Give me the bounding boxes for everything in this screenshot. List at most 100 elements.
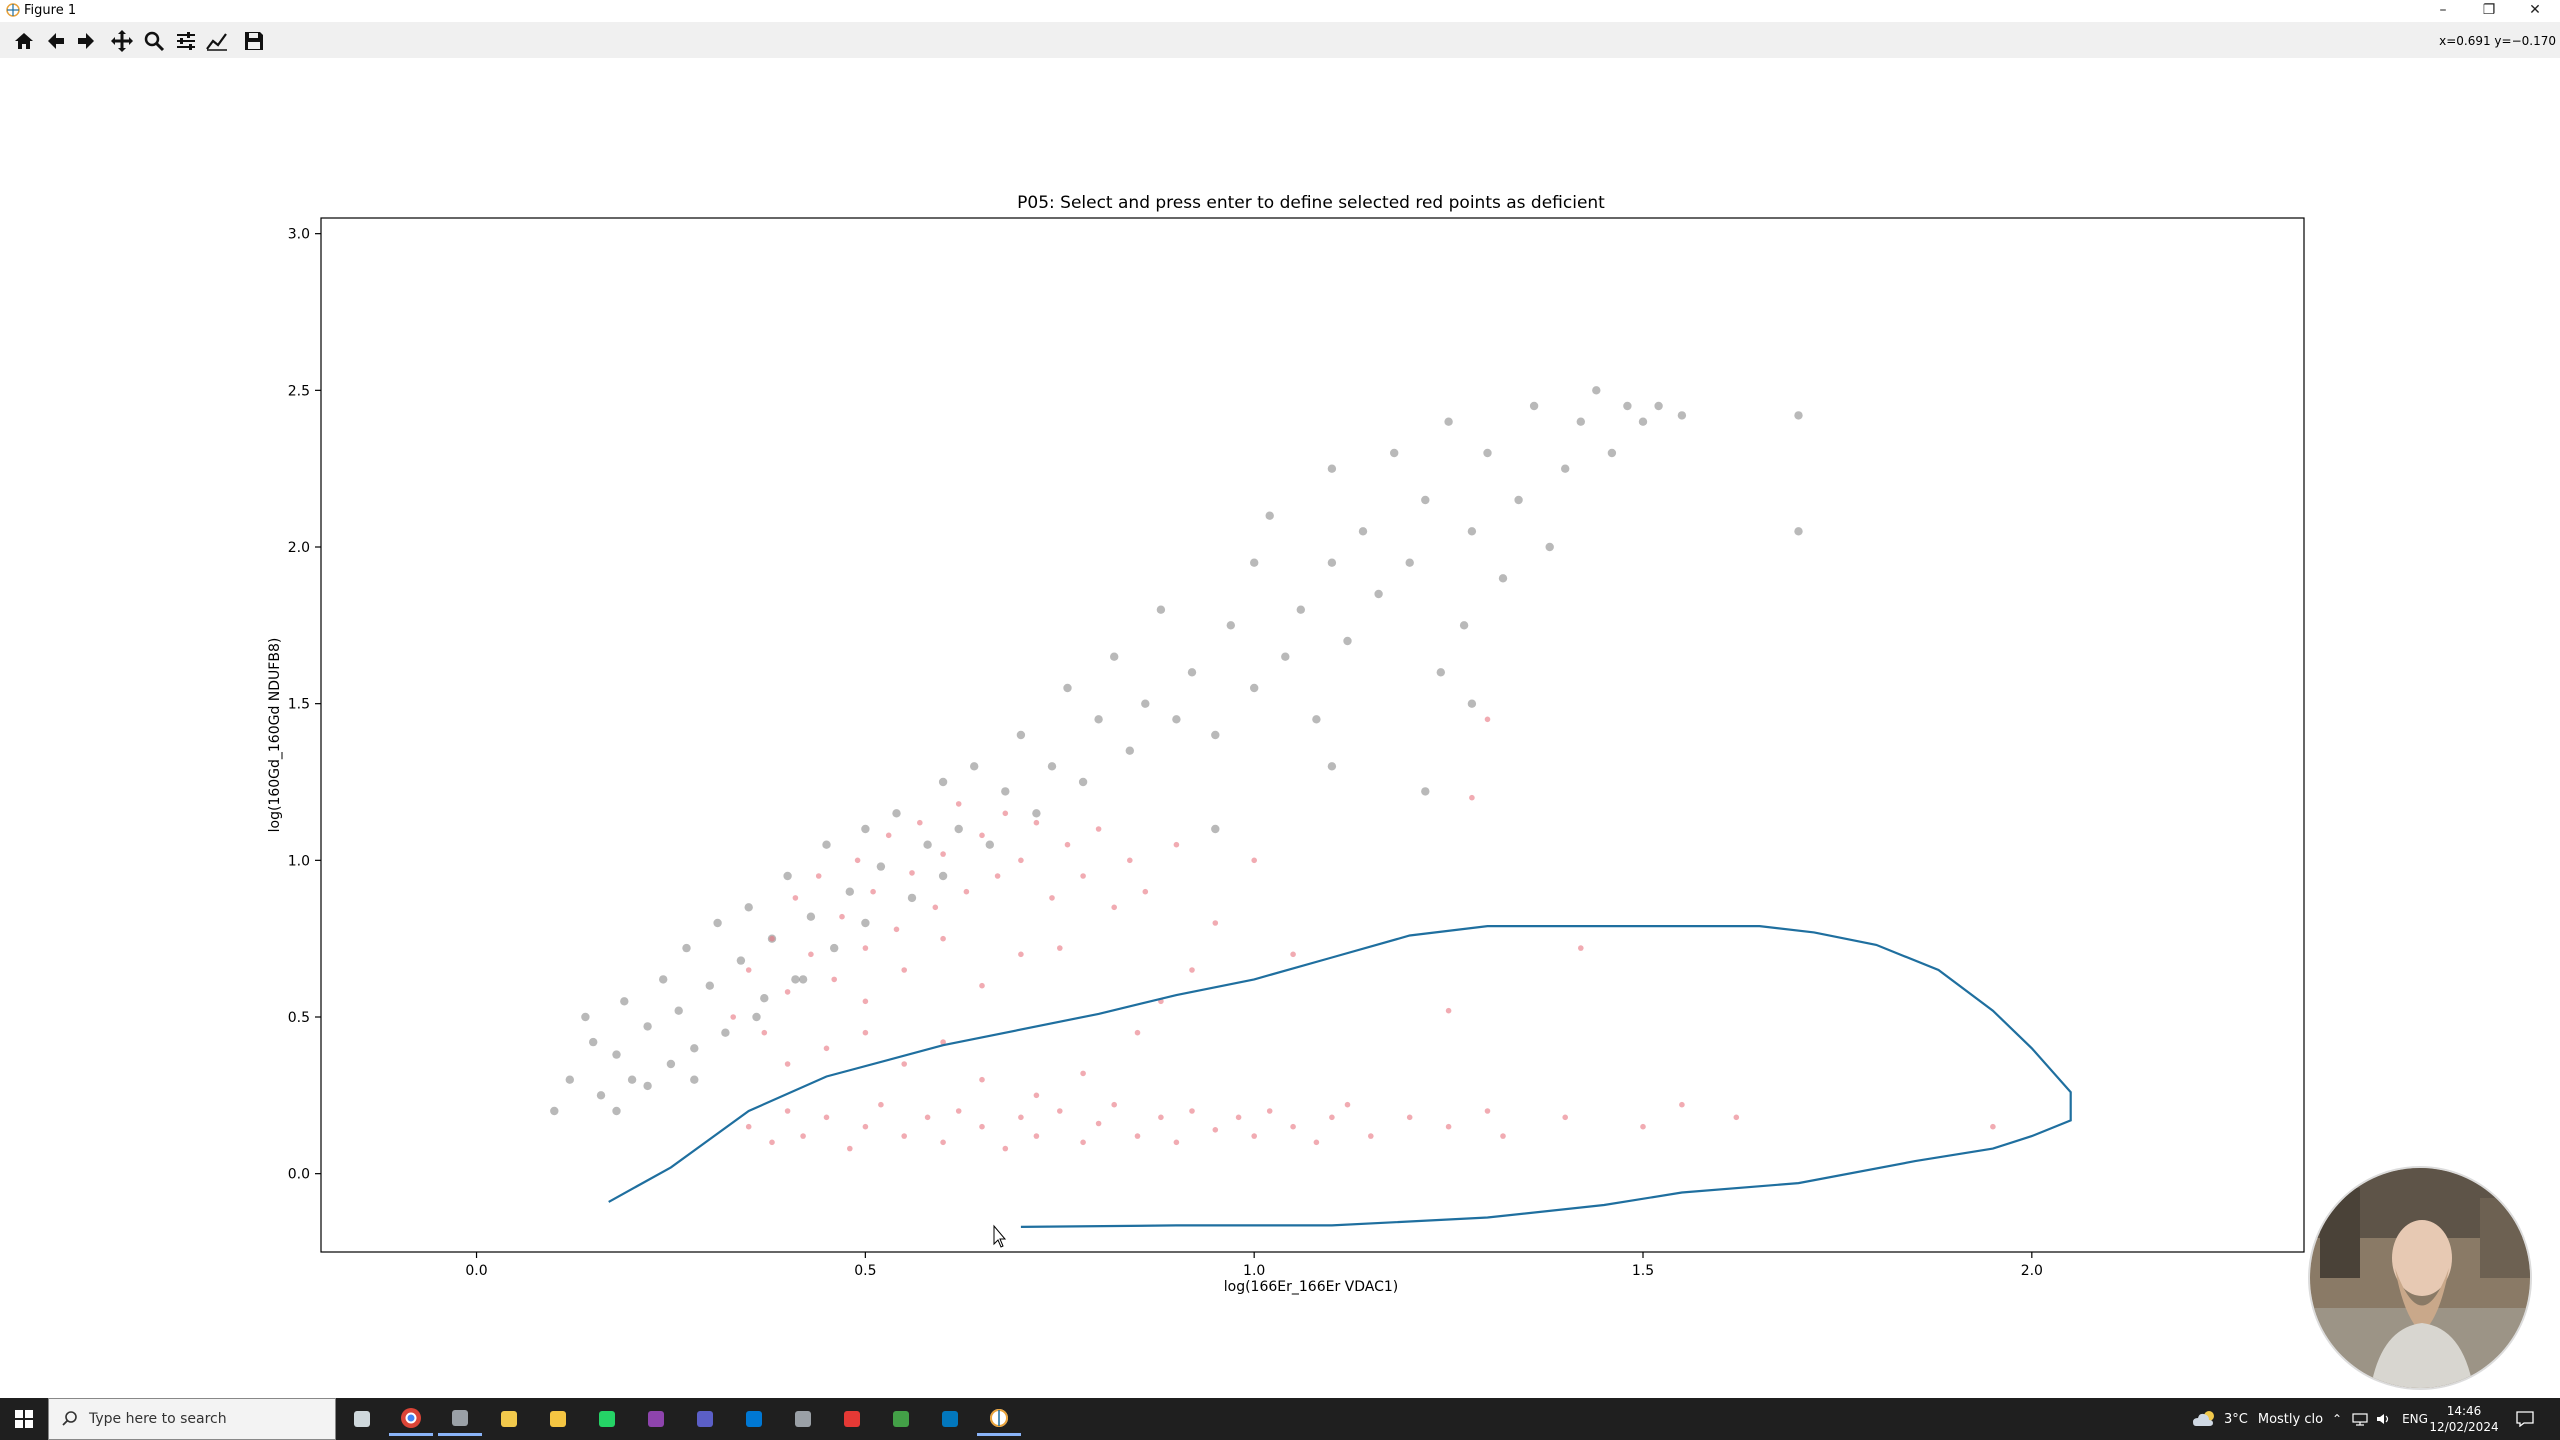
configure-subplots-button[interactable]	[172, 27, 200, 55]
scatter-point	[1033, 1092, 1040, 1099]
scatter-point	[1251, 857, 1257, 864]
scatter-point	[1049, 895, 1055, 901]
taskbar-app-button[interactable]	[683, 1402, 727, 1436]
scatter-point	[761, 1029, 768, 1036]
notification-center-button[interactable]	[2516, 1398, 2534, 1440]
taskbar-app-button[interactable]	[732, 1402, 776, 1436]
scatter-point	[1127, 857, 1133, 864]
window-title: Figure 1	[24, 3, 77, 18]
scatter-point	[808, 951, 814, 958]
scatter-point	[565, 1075, 574, 1084]
scatter-point	[1405, 558, 1414, 567]
scatter-point	[1095, 826, 1102, 832]
taskbar-app-button[interactable]	[536, 1402, 580, 1436]
close-button[interactable]: ✕	[2529, 2, 2541, 18]
edit-axis-icon	[206, 33, 227, 51]
scatter-point	[1654, 401, 1663, 411]
save-button[interactable]	[240, 27, 268, 55]
scatter-point	[659, 975, 668, 984]
y-tick-label: 1.0	[288, 853, 310, 869]
scatter-point	[1018, 951, 1024, 958]
scatter-layer	[550, 386, 1996, 1152]
scatter-point	[954, 824, 963, 834]
taskbar-app-button[interactable]	[830, 1402, 874, 1436]
scatter-point	[1266, 1108, 1273, 1114]
taskbar-app-button[interactable]	[634, 1402, 678, 1436]
scatter-point	[885, 832, 892, 839]
scatter-point	[1623, 401, 1632, 411]
taskbar-search[interactable]: Type here to search	[48, 1398, 336, 1440]
scatter-point	[1545, 542, 1554, 552]
taskbar-app-button[interactable]	[977, 1402, 1021, 1436]
edit-axis-button[interactable]	[203, 27, 231, 55]
scatter-point	[1265, 511, 1274, 520]
app-icon-3	[452, 1409, 468, 1426]
scatter-point	[1158, 1114, 1164, 1121]
scatter-point	[1250, 683, 1259, 693]
start-button[interactable]	[0, 1398, 48, 1440]
scatter-point	[596, 1091, 606, 1100]
scatter-point	[1142, 888, 1149, 895]
taskbar-app-button[interactable]	[340, 1402, 384, 1436]
scatter-point	[1343, 636, 1352, 646]
back-button[interactable]	[42, 27, 70, 55]
app-icon-10	[795, 1411, 811, 1427]
scatter-point	[901, 967, 907, 973]
restore-button[interactable]: ❐	[2482, 2, 2496, 18]
y-tick-label: 0.0	[288, 1167, 310, 1183]
network-icon[interactable]	[2352, 1412, 2368, 1426]
lasso-selection-path	[608, 925, 2072, 1228]
tray-expand-icon[interactable]: ⌃	[2332, 1412, 2343, 1426]
scatter-point	[861, 824, 870, 834]
scatter-point	[682, 943, 691, 953]
scatter-point	[1445, 1007, 1452, 1014]
taskbar-app-button[interactable]	[781, 1402, 825, 1436]
language-indicator[interactable]: ENG	[2402, 1412, 2428, 1426]
home-icon	[15, 33, 33, 49]
pan-button[interactable]	[108, 27, 136, 55]
scatter-point	[940, 1039, 946, 1045]
scatter-point	[831, 976, 837, 983]
taskbar-app-button[interactable]	[487, 1402, 531, 1436]
home-button[interactable]	[10, 27, 38, 55]
clock[interactable]: 14:46 12/02/2024	[2429, 1398, 2498, 1440]
taskbar-app-button[interactable]	[585, 1402, 629, 1436]
scatter-point	[1484, 1108, 1491, 1114]
volume-icon[interactable]	[2376, 1412, 2392, 1426]
scatter-point	[1794, 527, 1803, 536]
forward-button[interactable]	[72, 27, 100, 55]
x-axis: 0.0 0.5 1.0 1.5 2.0	[465, 1252, 2043, 1279]
webcam-image	[2310, 1168, 2530, 1388]
scatter-point	[1640, 1123, 1646, 1130]
taskbar-app-button[interactable]	[879, 1402, 923, 1436]
scatter-point	[963, 888, 970, 895]
weather-temperature: 3°C	[2224, 1411, 2248, 1427]
scatter-point	[1281, 652, 1290, 661]
matplotlib-figure-icon	[990, 1408, 1008, 1427]
scatter-point	[760, 994, 769, 1003]
taskbar-app-button[interactable]	[438, 1402, 482, 1436]
minimize-button[interactable]: –	[2439, 2, 2447, 18]
scatter-point	[1080, 1070, 1086, 1077]
scatter-point	[1514, 495, 1523, 505]
zoom-button[interactable]	[140, 27, 168, 55]
search-icon	[62, 1411, 77, 1426]
acrobat-icon	[844, 1411, 860, 1427]
scatter-point	[1212, 920, 1219, 926]
scatter-point	[1677, 411, 1687, 420]
taskbar-app-button[interactable]	[928, 1402, 972, 1436]
scatter-point	[878, 1101, 884, 1108]
search-placeholder: Type here to search	[89, 1411, 227, 1427]
scatter-point	[932, 904, 939, 911]
scatter-point	[862, 998, 869, 1005]
scatter-point	[1578, 945, 1584, 951]
scatter-point	[862, 945, 869, 951]
taskbar-app-button[interactable]	[389, 1402, 433, 1436]
weather-widget[interactable]: 3°C Mostly clo	[2192, 1398, 2323, 1440]
scatter-point	[845, 887, 854, 896]
clock-time: 14:46	[2446, 1404, 2482, 1418]
scatter-point	[745, 1123, 752, 1130]
plot-canvas[interactable]: 0.0 0.5 1.0 1.5 2.0 0.0 0.5 1.0 1.5 2.0 2.5 3.0 P0…	[0, 58, 2560, 1398]
scatter-point	[901, 1133, 907, 1139]
scatter-point	[643, 1022, 652, 1031]
